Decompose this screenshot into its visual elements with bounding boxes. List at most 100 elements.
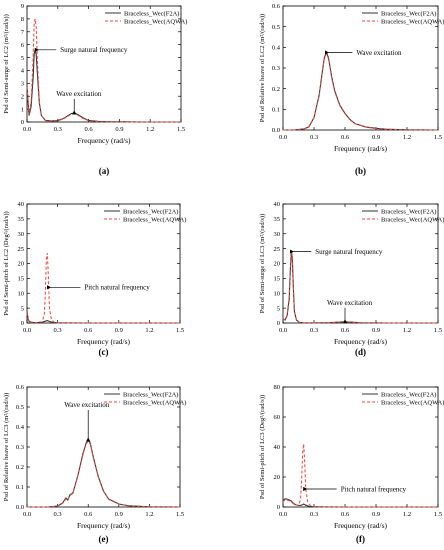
series-line-1 xyxy=(282,498,438,508)
y-tick-label: 40 xyxy=(274,444,281,451)
panel-label: (a) xyxy=(99,166,110,176)
x-tick-label: 0.6 xyxy=(84,327,93,334)
x-tick-label: 0.0 xyxy=(279,327,287,334)
x-axis-label: Frequency (rad/s) xyxy=(77,136,131,145)
y-tick-label: 20 xyxy=(274,261,281,268)
x-tick-label: 1.2 xyxy=(403,134,411,141)
y-tick-label: 15 xyxy=(18,276,25,283)
y-tick-label: 10 xyxy=(274,290,281,297)
y-tick-label: 0.0 xyxy=(272,127,280,134)
series-line-1 xyxy=(283,51,439,131)
y-tick-label: 35 xyxy=(274,216,281,223)
y-tick-label: 0.6 xyxy=(16,384,25,391)
x-tick-label: 1.5 xyxy=(434,511,442,518)
annotation-label: Pitch natural frequency xyxy=(84,284,150,292)
y-axis-label: Psd of Semi-surge of LC2 (m²/(rad/s)) xyxy=(3,14,10,114)
x-tick-label: 0.3 xyxy=(54,511,62,518)
chart-panel-3: 0.0 0.3 0.6 0.9 1.2 1.5 0 5 10 15 20 25 30 35 40 Freque… xyxy=(3,201,186,357)
legend-entry-2: Braceless_Wec(AQWA) xyxy=(381,18,444,25)
legend-entry-2: Braceless_Wec(AQWA) xyxy=(381,216,444,223)
y-tick-label: 80 xyxy=(274,384,281,391)
series-line-2 xyxy=(26,252,180,324)
x-tick-label: 0.9 xyxy=(115,511,123,518)
series-line-1 xyxy=(282,252,438,324)
y-tick-label: 40 xyxy=(18,201,25,208)
y-tick-label: 0.5 xyxy=(272,24,280,31)
y-tick-label: 9 xyxy=(21,3,24,10)
legend-entry-1: Braceless_Wec(F2A) xyxy=(123,208,178,215)
panel-label: (d) xyxy=(355,347,366,357)
x-tick-label: 0.0 xyxy=(279,511,287,518)
x-tick-label: 0.6 xyxy=(85,126,94,133)
x-tick-label: 1.5 xyxy=(177,126,185,133)
x-tick-label: 0.3 xyxy=(54,327,62,334)
x-axis-label: Frequency (rad/s) xyxy=(334,521,388,530)
panel-label: (c) xyxy=(99,347,109,357)
chart-panel-1: 0.0 0.3 0.6 0.9 1.2 1.5 0 1 2 3 4 5 6 7 8 9 Frequency (r… xyxy=(3,3,187,176)
legend-entry-1: Braceless_Wec(F2A) xyxy=(381,10,436,17)
annotation-label: Surge natural frequency xyxy=(60,46,128,54)
x-tick-label: 0.0 xyxy=(23,511,31,518)
panel-label: (e) xyxy=(99,534,109,544)
x-axis-label: Frequency (rad/s) xyxy=(77,337,131,346)
x-tick-label: 0.0 xyxy=(23,327,31,334)
series-line-1 xyxy=(27,439,181,508)
annotation-label: Wave excitation xyxy=(356,49,402,57)
series-line-1 xyxy=(26,49,181,123)
y-axis-label: Psd of Relative heave of LC3 (m²/(rad/s)… xyxy=(3,393,10,501)
y-tick-label: 35 xyxy=(18,216,25,223)
y-tick-label: 30 xyxy=(18,231,25,238)
x-tick-label: 0.9 xyxy=(115,327,123,334)
panel-label: (f) xyxy=(356,534,365,544)
legend-entry-2: Braceless_Wec(AQWA) xyxy=(123,399,186,406)
y-tick-label: 25 xyxy=(274,246,281,253)
y-tick-label: 15 xyxy=(274,276,281,283)
y-tick-label: 8 xyxy=(21,16,24,23)
x-axis-label: Frequency (rad/s) xyxy=(77,521,131,530)
chart-panel-6: 0.0 0.3 0.6 0.9 1.2 1.5 0 20 40 60 80 Frequency (ra… xyxy=(259,384,444,544)
x-tick-label: 1.5 xyxy=(176,511,184,518)
y-tick-label: 10 xyxy=(18,290,25,297)
legend-entry-1: Braceless_Wec(F2A) xyxy=(381,208,436,215)
annotation-label: Wave excitation xyxy=(327,299,373,307)
y-tick-label: 40 xyxy=(274,201,281,208)
series-line-2 xyxy=(27,440,181,508)
series-line-2 xyxy=(282,250,438,324)
y-axis-label: Psd of Semi-pitch of LC3 (Deg²/(rad/s)) xyxy=(259,395,266,499)
y-tick-label: 0.4 xyxy=(272,45,281,52)
x-tick-label: 1.2 xyxy=(145,511,153,518)
x-tick-label: 0.9 xyxy=(372,511,380,518)
chart-panel-4: 0.0 0.3 0.6 0.9 1.2 1.5 0 5 10 15 20 25 30 35 40 Freque… xyxy=(259,201,444,357)
y-tick-label: 20 xyxy=(274,474,281,481)
y-tick-label: 1 xyxy=(21,106,24,113)
x-tick-label: 0.0 xyxy=(23,126,31,133)
x-tick-label: 1.2 xyxy=(146,126,154,133)
y-tick-label: 0 xyxy=(277,320,280,327)
y-tick-label: 20 xyxy=(18,261,25,268)
x-tick-label: 0.3 xyxy=(54,126,62,133)
x-tick-label: 0.6 xyxy=(341,134,350,141)
legend-entry-1: Braceless_Wec(F2A) xyxy=(381,391,436,398)
x-tick-label: 0.6 xyxy=(84,511,93,518)
legend-entry-1: Braceless_Wec(F2A) xyxy=(124,10,179,17)
y-axis-label: Psd of Semi-pitch of LC2 (Deg²/(rad/s)) xyxy=(3,211,10,315)
x-tick-label: 1.5 xyxy=(176,327,184,334)
annotation-label: Wave excitation xyxy=(64,401,110,409)
y-tick-label: 0.3 xyxy=(272,65,280,72)
y-tick-label: 2 xyxy=(21,93,24,100)
legend-entry-2: Braceless_Wec(AQWA) xyxy=(123,216,186,223)
x-tick-label: 0.3 xyxy=(310,327,318,334)
chart-panel-5: 0.0 0.3 0.6 0.9 1.2 1.5 0.0 0.1 0.2 0.3 0.4 0.5 0.6 F… xyxy=(3,384,186,544)
y-tick-label: 30 xyxy=(274,231,281,238)
x-tick-label: 1.2 xyxy=(145,327,153,334)
y-tick-label: 25 xyxy=(18,246,25,253)
y-tick-label: 7 xyxy=(21,29,25,36)
y-tick-label: 6 xyxy=(21,42,25,49)
y-tick-label: 0.3 xyxy=(16,444,24,451)
y-tick-label: 0 xyxy=(21,119,24,126)
x-tick-label: 0.3 xyxy=(310,511,318,518)
chart-panel-2: 0.0 0.3 0.6 0.9 1.2 1.5 0.0 0.1 0.2 0.3 0.4 0.5 0.6 F… xyxy=(259,3,444,176)
y-tick-label: 5 xyxy=(21,55,24,62)
x-tick-label: 1.5 xyxy=(434,134,442,141)
y-tick-label: 5 xyxy=(277,305,280,312)
